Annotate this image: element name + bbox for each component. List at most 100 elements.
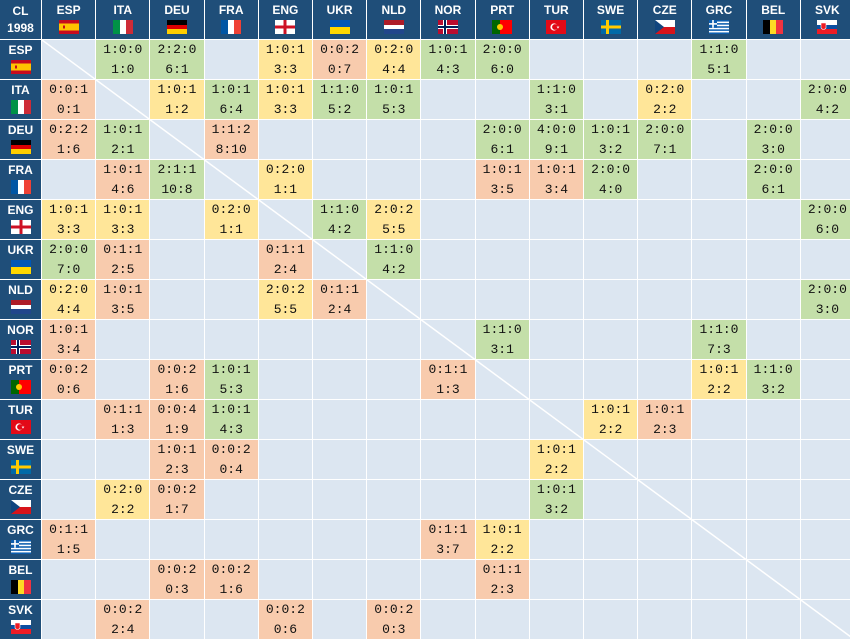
result-cell-grc-eng xyxy=(258,520,313,560)
goal-score: 5:3 xyxy=(382,102,406,117)
goal-score: 2:2 xyxy=(598,422,623,437)
result-cell-nor-deu xyxy=(150,320,205,360)
goal-score: 6:1 xyxy=(490,142,514,157)
wdl-record: 1:0:1 xyxy=(374,82,414,97)
result-cell-swe-grc xyxy=(692,440,747,480)
result-cell-grc-tur xyxy=(529,520,584,560)
result-cell-tur-svk xyxy=(800,400,850,440)
wdl-record: 0:0:2 xyxy=(265,602,305,617)
goal-score: 0:4 xyxy=(219,462,243,477)
result-cell-deu-tur: 4:0:0 9:1 xyxy=(529,120,584,160)
goal-score: 4:2 xyxy=(815,102,840,117)
result-cell-deu-nld xyxy=(367,120,422,160)
corner-label: CL 1998 xyxy=(0,0,42,40)
wdl-record: 1:0:1 xyxy=(211,82,251,97)
wdl-record: 0:2:0 xyxy=(374,42,414,57)
wdl-record: 0:1:1 xyxy=(103,402,143,417)
goal-score: 2:4 xyxy=(327,302,352,317)
wdl-record: 1:0:1 xyxy=(536,482,576,497)
result-cell-svk-prt xyxy=(475,600,530,640)
result-cell-ita-nor xyxy=(421,80,476,120)
wdl-record: 0:0:2 xyxy=(374,602,414,617)
result-cell-cze-fra xyxy=(204,480,259,520)
goal-score: 3:5 xyxy=(490,182,514,197)
col-header-label: PRT xyxy=(490,3,515,17)
goal-score: 7:0 xyxy=(56,262,81,277)
wdl-record: 0:1:1 xyxy=(265,242,305,257)
goal-score: 6:1 xyxy=(761,182,785,197)
col-header-nor: NOR xyxy=(421,0,476,40)
col-header-eng: ENG xyxy=(258,0,313,40)
result-cell-esp-esp xyxy=(42,40,97,80)
result-cell-esp-fra xyxy=(204,40,259,80)
wdl-record: 0:0:2 xyxy=(157,362,197,377)
wdl-record: 0:0:2 xyxy=(320,42,360,57)
result-cell-ita-ita xyxy=(96,80,151,120)
result-cell-prt-nor: 0:1:1 1:3 xyxy=(421,360,476,400)
result-cell-ita-esp: 0:0:1 0:1 xyxy=(42,80,97,120)
goal-score: 1:1 xyxy=(219,222,243,237)
result-cell-nor-tur xyxy=(529,320,584,360)
nor-flag-icon xyxy=(10,340,31,354)
result-cell-svk-bel xyxy=(746,600,801,640)
wdl-record: 0:1:1 xyxy=(103,242,143,257)
svk-flag-icon xyxy=(10,620,31,634)
goal-score: 5:1 xyxy=(707,62,731,77)
result-cell-eng-grc xyxy=(692,200,747,240)
col-header-ita: ITA xyxy=(96,0,151,40)
row-header-eng: ENG xyxy=(0,200,42,240)
result-cell-swe-svk xyxy=(800,440,850,480)
corner-title: CL xyxy=(12,4,29,18)
result-cell-prt-fra: 1:0:1 5:3 xyxy=(204,360,259,400)
result-cell-nor-nld xyxy=(367,320,422,360)
result-cell-esp-cze xyxy=(638,40,693,80)
row-header-label: SWE xyxy=(6,443,35,457)
wdl-record: 1:0:1 xyxy=(49,202,89,217)
result-cell-nld-cze xyxy=(638,280,693,320)
result-cell-ita-grc xyxy=(692,80,747,120)
wdl-record: 1:1:0 xyxy=(753,362,793,377)
result-cell-cze-deu: 0:0:2 1:7 xyxy=(150,480,205,520)
wdl-record: 1:0:1 xyxy=(699,362,739,377)
row-header-grc: GRC xyxy=(0,520,42,560)
result-cell-cze-svk xyxy=(800,480,850,520)
bel-flag-icon xyxy=(10,580,31,594)
result-cell-bel-ita xyxy=(96,560,151,600)
result-cell-ita-bel xyxy=(746,80,801,120)
result-cell-prt-deu: 0:0:2 1:6 xyxy=(150,360,205,400)
wdl-record: 0:0:1 xyxy=(49,82,89,97)
result-cell-prt-eng xyxy=(258,360,313,400)
result-cell-fra-eng: 0:2:0 1:1 xyxy=(258,160,313,200)
col-header-fra: FRA xyxy=(204,0,259,40)
svk-flag-icon xyxy=(817,20,838,34)
prt-flag-icon xyxy=(492,20,513,34)
result-cell-svk-cze xyxy=(638,600,693,640)
wdl-record: 1:0:1 xyxy=(265,42,305,57)
result-cell-bel-swe xyxy=(584,560,639,600)
result-cell-tur-eng xyxy=(258,400,313,440)
wdl-record: 0:1:1 xyxy=(320,282,360,297)
deu-flag-icon xyxy=(10,140,31,154)
wdl-record: 0:2:0 xyxy=(211,202,251,217)
result-cell-nld-grc xyxy=(692,280,747,320)
result-cell-nor-svk xyxy=(800,320,850,360)
goal-score: 3:3 xyxy=(56,222,81,237)
deu-flag-icon xyxy=(166,20,187,34)
row-header-cze: CZE xyxy=(0,480,42,520)
result-cell-cze-cze xyxy=(638,480,693,520)
col-header-label: ITA xyxy=(113,3,132,17)
result-cell-tur-nld xyxy=(367,400,422,440)
col-header-label: UKR xyxy=(326,3,353,17)
wdl-record: 0:2:0 xyxy=(645,82,685,97)
row-header-deu: DEU xyxy=(0,120,42,160)
col-header-swe: SWE xyxy=(584,0,639,40)
goal-score: 5:5 xyxy=(273,302,298,317)
result-cell-svk-ita: 0:0:2 2:4 xyxy=(96,600,151,640)
result-cell-nld-nld xyxy=(367,280,422,320)
result-cell-ukr-nor xyxy=(421,240,476,280)
wdl-record: 1:0:1 xyxy=(428,42,468,57)
goal-score: 1:6 xyxy=(165,382,189,397)
result-cell-nor-ita xyxy=(96,320,151,360)
result-cell-tur-ita: 0:1:1 1:3 xyxy=(96,400,151,440)
wdl-record: 1:1:0 xyxy=(699,322,739,337)
